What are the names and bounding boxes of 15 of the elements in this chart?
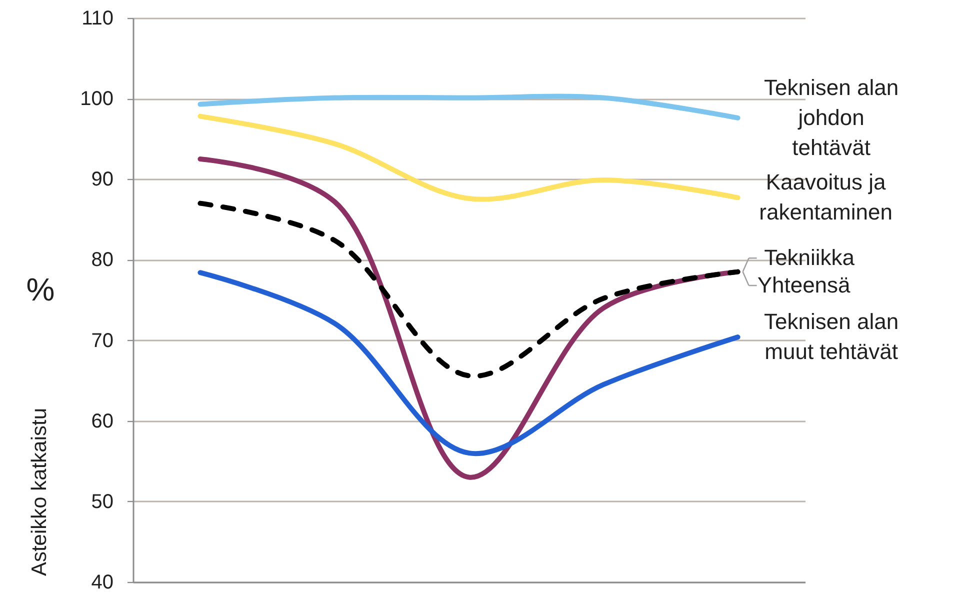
- text: Asteikko katkaistu: [28, 408, 51, 576]
- series-label: Tekniikka: [764, 245, 856, 270]
- y-tick-label: 110: [82, 8, 114, 30]
- y-tick-label: 80: [91, 249, 114, 272]
- series-label: Kaavoitus ja rakentaminen: [759, 170, 892, 225]
- y-axis-title: %: [26, 271, 55, 308]
- y-tick-label: 90: [91, 168, 114, 191]
- y-tick-label: 50: [91, 490, 114, 513]
- series-label: Teknisen alan muut tehtävät: [764, 309, 899, 364]
- series-label: Yhteensä: [757, 272, 852, 298]
- y-tick-label: 60: [91, 410, 114, 432]
- y-tick-label: 70: [91, 330, 114, 352]
- y-tick-label: 100: [80, 88, 114, 110]
- y-tick-label: 40: [91, 572, 114, 593]
- series-label: Teknisen alan johdon tehtävät: [764, 74, 899, 160]
